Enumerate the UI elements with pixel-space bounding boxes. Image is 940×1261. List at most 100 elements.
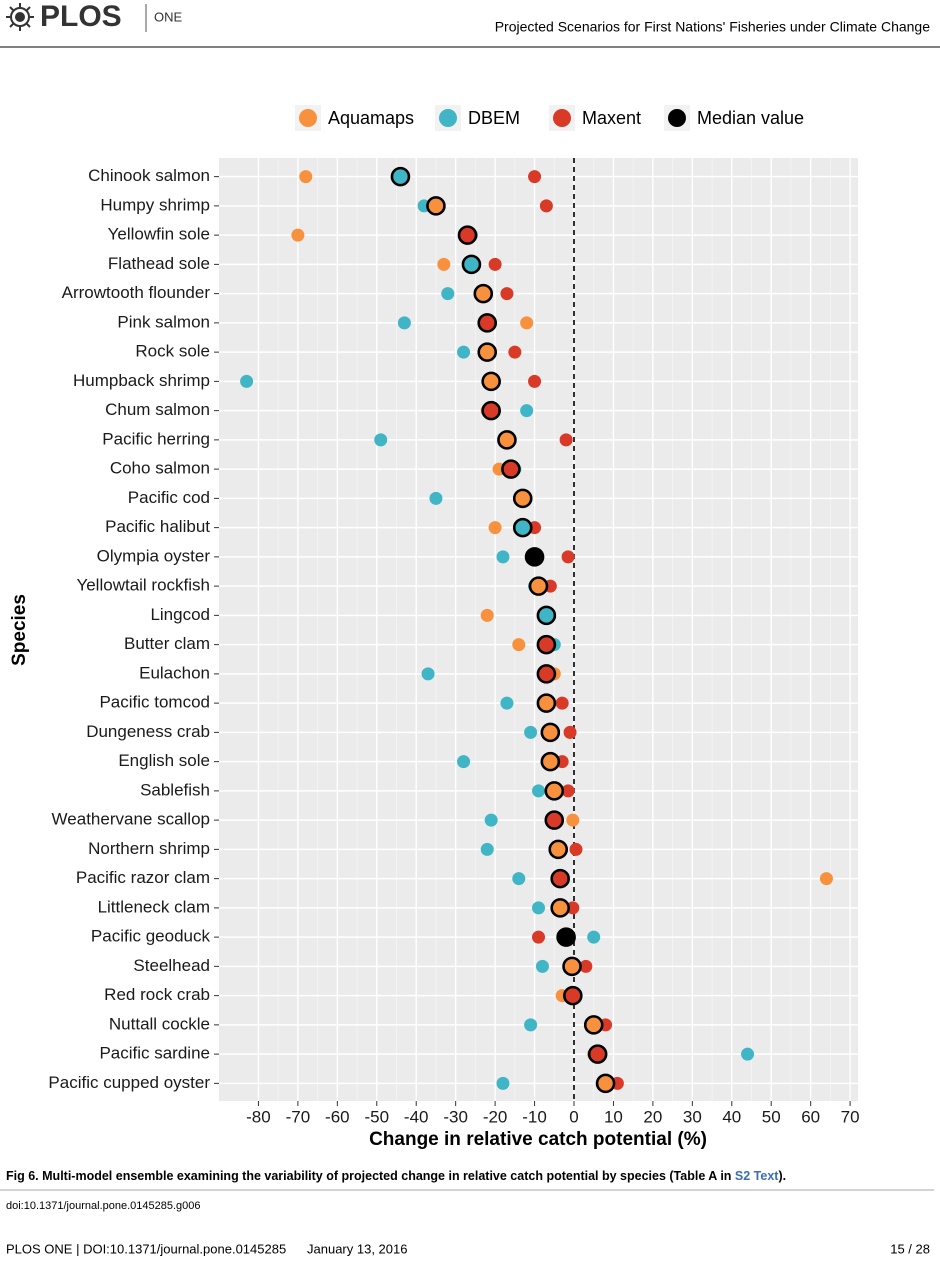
model-point xyxy=(488,521,502,535)
x-tick-label: 0 xyxy=(569,1107,578,1126)
median-point xyxy=(536,605,557,626)
median-point xyxy=(563,985,583,1006)
model-point xyxy=(496,550,510,564)
y-tick-label: Pacific sardine xyxy=(99,1044,210,1063)
doi: doi:10.1371/journal.pone.0145285.g006 xyxy=(6,1200,201,1212)
model-point xyxy=(291,228,305,242)
logo-text: PLOS xyxy=(40,0,122,33)
model-point xyxy=(441,287,455,301)
x-tick-label: 40 xyxy=(722,1107,741,1126)
model-point xyxy=(500,696,514,710)
model-point xyxy=(457,755,471,769)
model-point xyxy=(579,959,593,973)
model-point xyxy=(488,257,502,271)
model-point xyxy=(437,257,451,271)
y-tick-label: Pacific cupped oyster xyxy=(48,1073,210,1092)
x-tick-label: -50 xyxy=(364,1107,389,1126)
caption: Fig 6. Multi-model ensemble examining th… xyxy=(6,1169,786,1183)
median-point xyxy=(512,517,533,538)
median-point xyxy=(497,430,517,450)
median-point xyxy=(477,313,498,333)
median-point xyxy=(536,693,557,713)
model-point xyxy=(512,872,526,886)
x-tick-label: -70 xyxy=(286,1107,311,1126)
y-tick-label: Steelhead xyxy=(133,956,210,975)
model-point xyxy=(532,901,545,915)
median-point xyxy=(550,868,570,889)
model-point xyxy=(520,404,534,418)
x-tick-label: 30 xyxy=(683,1107,702,1126)
median-point xyxy=(524,547,545,567)
y-tick-label: Pacific herring xyxy=(102,429,210,448)
x-tick-label: -40 xyxy=(404,1107,429,1126)
plot-panel xyxy=(219,158,858,1101)
model-point xyxy=(569,842,583,856)
y-tick-label: Chum salmon xyxy=(105,400,210,419)
x-tick-label: -10 xyxy=(522,1107,547,1126)
median-point xyxy=(556,927,576,947)
caption-link[interactable]: S2 Text xyxy=(735,1169,779,1183)
y-tick-label: Pacific tomcod xyxy=(99,693,210,712)
model-point xyxy=(520,316,534,330)
median-point xyxy=(461,254,482,275)
y-tick-label: Littleneck clam xyxy=(98,897,210,916)
model-point xyxy=(819,872,833,886)
median-point xyxy=(544,810,565,830)
median-point xyxy=(390,166,411,187)
x-tick-label: -20 xyxy=(483,1107,508,1126)
model-point xyxy=(508,345,522,359)
y-axis-title: Species xyxy=(9,594,30,666)
model-point xyxy=(421,667,435,681)
model-point xyxy=(566,813,580,827)
model-point xyxy=(741,1047,755,1061)
footer-page: 15 / 28 xyxy=(890,1241,930,1256)
median-point xyxy=(473,283,494,304)
median-point xyxy=(481,371,501,392)
median-point xyxy=(512,488,533,509)
median-point xyxy=(536,664,557,684)
y-tick-label: Chinook salmon xyxy=(88,166,210,185)
median-point xyxy=(477,342,498,362)
median-point xyxy=(548,839,569,860)
model-point xyxy=(496,1076,510,1090)
y-tick-label: Red rock crab xyxy=(104,985,210,1004)
y-tick-label: Coho salmon xyxy=(110,459,210,478)
x-tick-label: -30 xyxy=(443,1107,468,1126)
legend-swatch xyxy=(553,109,571,127)
model-point xyxy=(561,784,575,798)
model-point xyxy=(524,1018,538,1032)
model-point xyxy=(555,696,569,710)
median-point xyxy=(481,400,501,421)
y-tick-label: Sablefish xyxy=(140,780,210,799)
model-point xyxy=(532,930,545,944)
footer-left: PLOS ONE | DOI:10.1371/journal.pone.0145… xyxy=(6,1241,286,1256)
model-point xyxy=(566,901,580,915)
median-point xyxy=(562,956,582,977)
y-tick-label: Rock sole xyxy=(135,342,210,361)
caption-text: Multi-model ensemble examining the varia… xyxy=(42,1169,735,1183)
caption-end: ). xyxy=(778,1169,786,1183)
y-tick-label: Butter clam xyxy=(124,634,210,653)
logo-icon xyxy=(6,3,34,31)
y-tick-label: Yellowtail rockfish xyxy=(76,576,210,595)
median-point xyxy=(550,898,570,918)
model-point xyxy=(512,638,526,652)
y-tick-label: Pacific razor clam xyxy=(76,868,210,887)
y-tick-label: Weathervane scallop xyxy=(52,810,210,829)
model-point xyxy=(587,930,601,944)
y-tick-label: Yellowfin sole xyxy=(108,225,210,244)
y-tick-label: Northern shrimp xyxy=(88,839,210,858)
legend-swatch xyxy=(439,109,457,127)
legend-label: Maxent xyxy=(582,108,641,128)
model-point xyxy=(535,959,549,973)
x-tick-label: 50 xyxy=(762,1107,781,1126)
footer-date: January 13, 2016 xyxy=(307,1241,407,1256)
x-tick-label: -60 xyxy=(325,1107,350,1126)
model-point xyxy=(500,287,514,301)
y-tick-label: Pacific geoduck xyxy=(91,927,211,946)
model-point xyxy=(524,725,538,739)
legend-swatch xyxy=(299,109,317,127)
y-tick-label: Dungeness crab xyxy=(86,722,210,741)
